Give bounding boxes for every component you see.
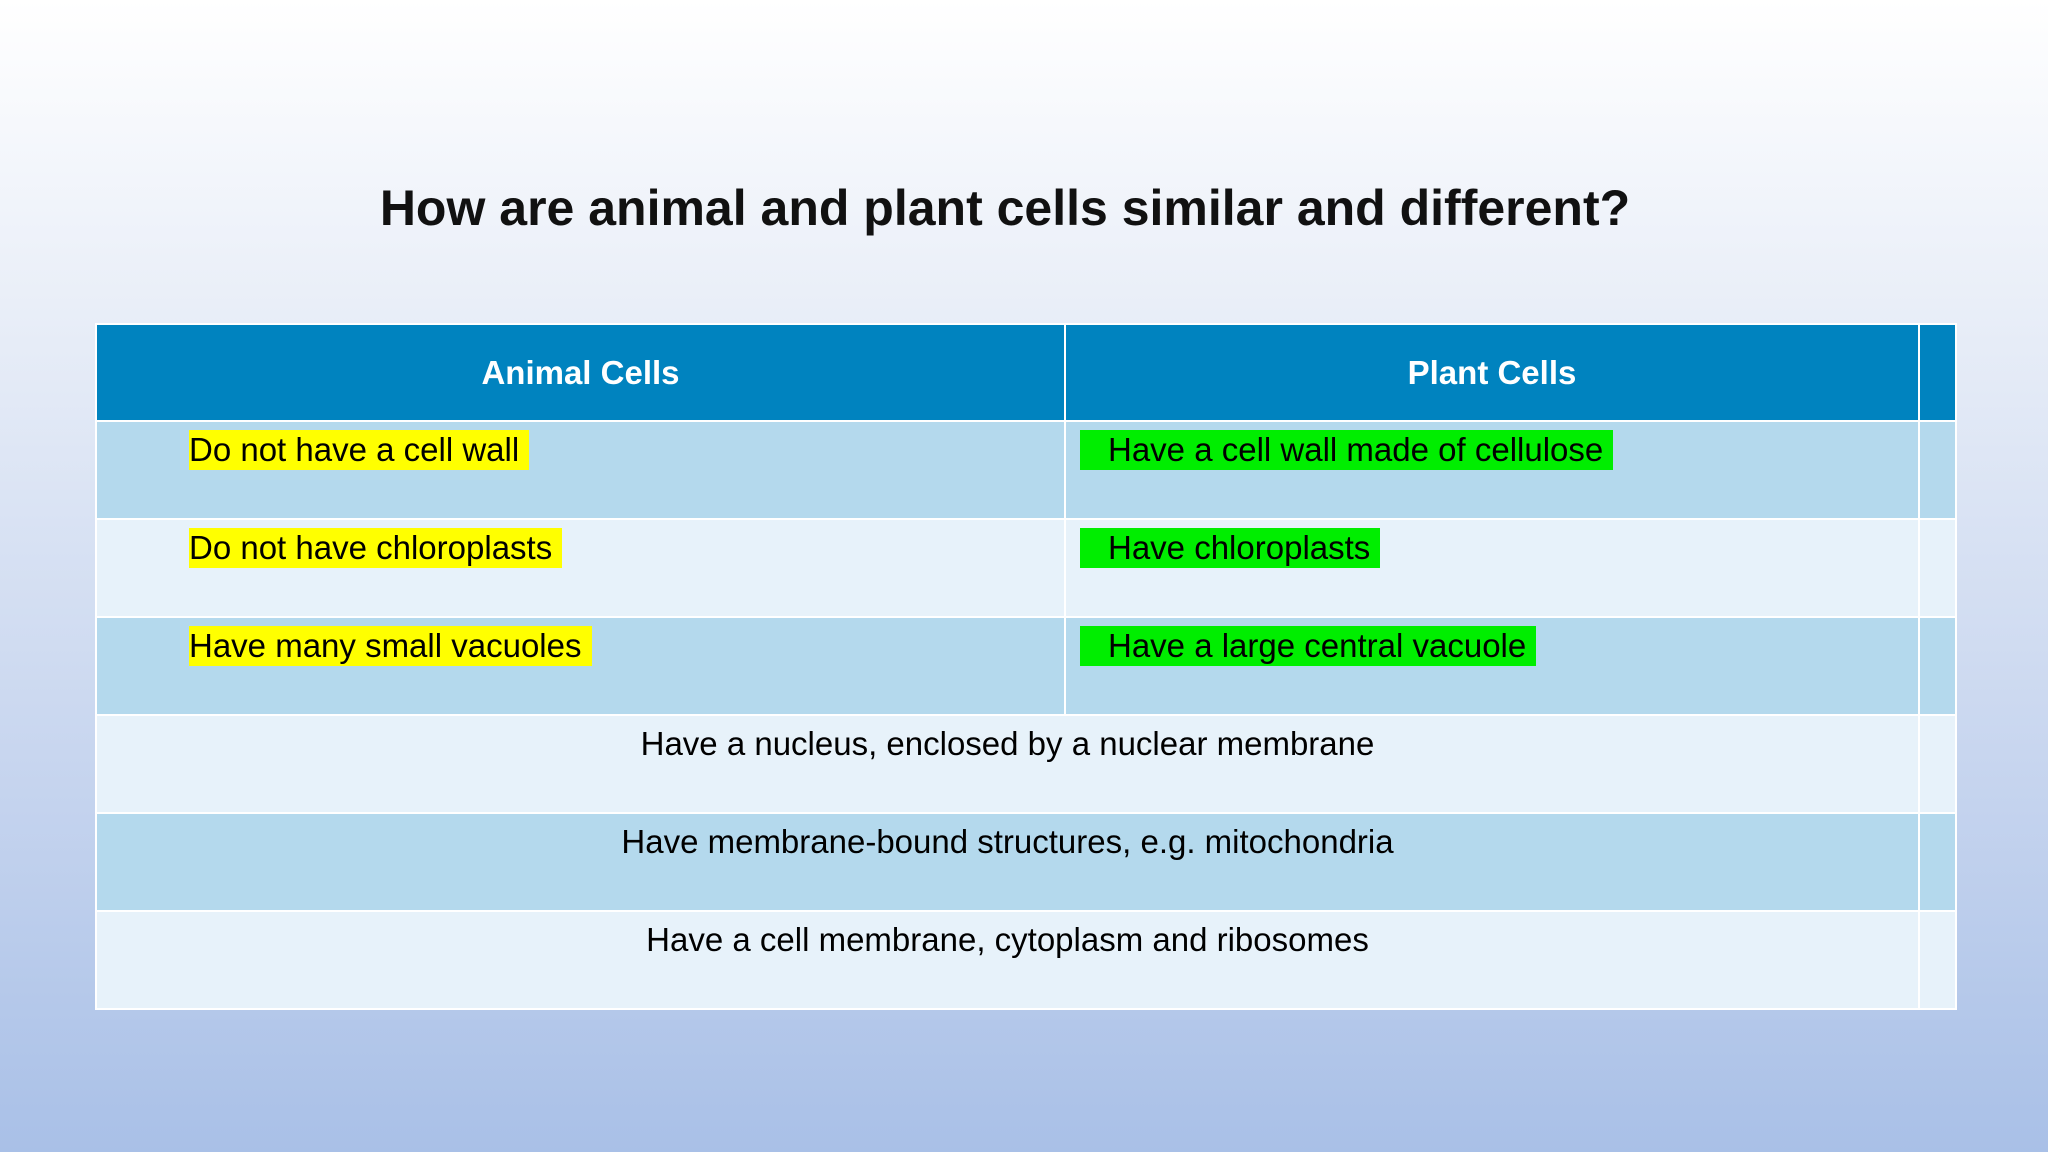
extra-cell — [1918, 420, 1957, 520]
plant-difference-text: Have a cell wall made of cellulose — [1080, 430, 1614, 470]
plant-cell: Have a cell wall made of cellulose — [1064, 420, 1920, 520]
shared-feature-cell: Have membrane-bound structures, e.g. mit… — [95, 812, 1920, 912]
plant-cell: Have chloroplasts — [1064, 518, 1920, 618]
extra-cell — [1918, 910, 1957, 1010]
header-plant-cells: Plant Cells — [1064, 323, 1920, 422]
header-extra-cell — [1918, 323, 1957, 422]
plant-difference-text: Have a large central vacuole — [1080, 626, 1537, 666]
plant-cell: Have a large central vacuole — [1064, 616, 1920, 716]
animal-cell: Do not have chloroplasts — [95, 518, 1066, 618]
shared-feature-text: Have membrane-bound structures, e.g. mit… — [621, 823, 1394, 860]
table-row: Do not have chloroplasts Have chloroplas… — [95, 518, 1957, 618]
animal-cell: Have many small vacuoles — [95, 616, 1066, 716]
table-row: Have many small vacuoles Have a large ce… — [95, 616, 1957, 716]
comparison-table: Animal Cells Plant Cells Do not have a c… — [95, 323, 1957, 1010]
extra-cell — [1918, 714, 1957, 814]
extra-cell — [1918, 616, 1957, 716]
shared-feature-text: Have a cell membrane, cytoplasm and ribo… — [646, 921, 1369, 958]
table-header-row: Animal Cells Plant Cells — [95, 323, 1957, 422]
table-row: Do not have a cell wall Have a cell wall… — [95, 420, 1957, 520]
extra-cell — [1918, 812, 1957, 912]
shared-feature-cell: Have a cell membrane, cytoplasm and ribo… — [95, 910, 1920, 1010]
plant-difference-text: Have chloroplasts — [1080, 528, 1381, 568]
extra-cell — [1918, 518, 1957, 618]
animal-difference-text: Do not have chloroplasts — [189, 528, 563, 568]
shared-feature-cell: Have a nucleus, enclosed by a nuclear me… — [95, 714, 1920, 814]
table-row: Have a nucleus, enclosed by a nuclear me… — [95, 714, 1957, 814]
animal-cell: Do not have a cell wall — [95, 420, 1066, 520]
header-animal-cells: Animal Cells — [95, 323, 1066, 422]
table-row: Have a cell membrane, cytoplasm and ribo… — [95, 910, 1957, 1010]
slide-title: How are animal and plant cells similar a… — [379, 180, 1631, 236]
animal-difference-text: Do not have a cell wall — [189, 430, 530, 470]
shared-feature-text: Have a nucleus, enclosed by a nuclear me… — [640, 725, 1375, 762]
animal-difference-text: Have many small vacuoles — [189, 626, 592, 666]
table-row: Have membrane-bound structures, e.g. mit… — [95, 812, 1957, 912]
